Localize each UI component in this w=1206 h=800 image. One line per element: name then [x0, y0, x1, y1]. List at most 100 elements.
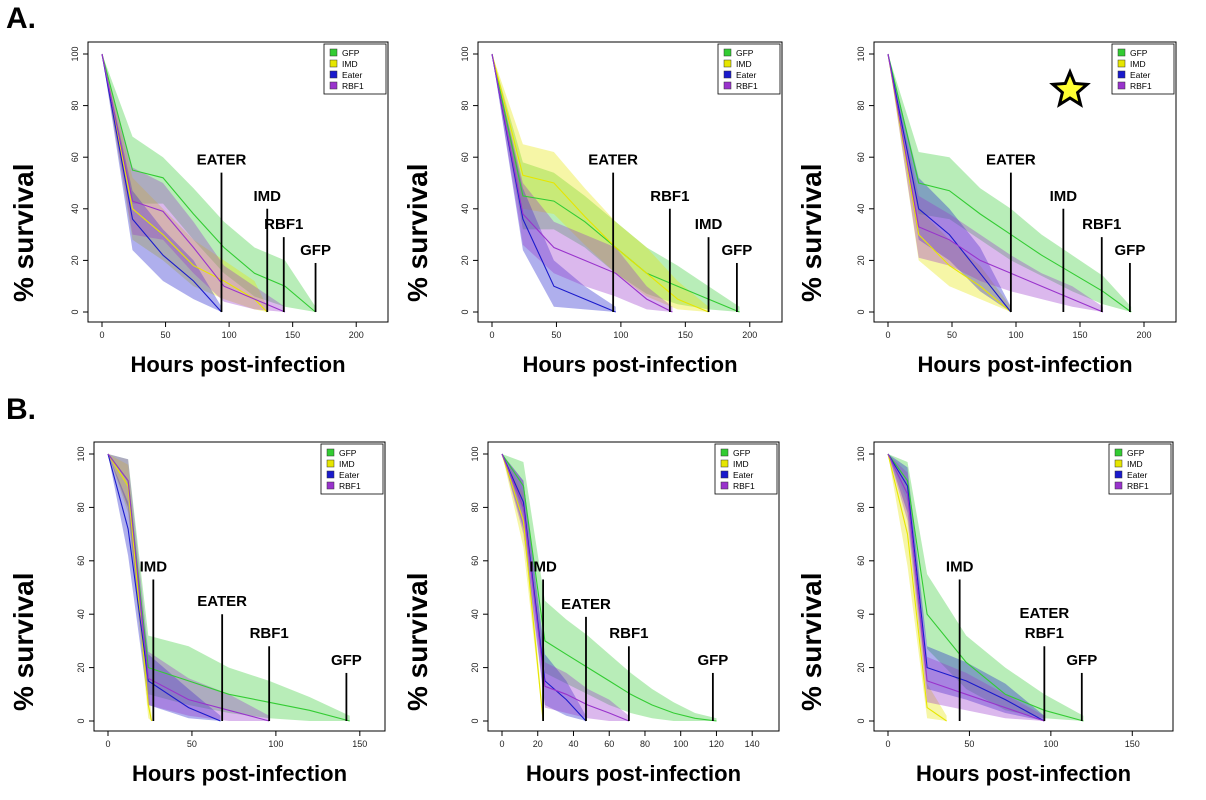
annotation-label: GFP [697, 652, 728, 669]
section-label-a: A. [6, 2, 36, 35]
x-tick-label: 100 [673, 739, 688, 749]
y-tick-label: 60 [856, 556, 866, 566]
y-axis-label: % survival [8, 163, 39, 302]
annotation-label: RBF1 [1082, 216, 1121, 233]
y-tick-label: 100 [70, 46, 80, 61]
legend-label-gfp: GFP [733, 448, 751, 458]
survival-chart-5: 0 20 40 60 80 100 0 20 40 60 80 100 120 140 GFP IMD Eate… [402, 408, 794, 798]
series-line-imd [887, 453, 947, 722]
legend-swatch-rbf1 [1114, 481, 1123, 490]
ci-band-rbf1 [108, 454, 270, 721]
legend-label-gfp: GFP [1127, 448, 1145, 458]
x-tick-label: 150 [285, 330, 300, 340]
survival-chart-4: 0 20 40 60 80 100 0 50 100 150 GFP IMD Eater RBF1 IMD E… [8, 408, 400, 798]
ci-band-imd [502, 454, 544, 721]
legend-swatch-imd [723, 59, 732, 68]
survival-chart-2: 0 20 40 60 80 100 0 50 100 150 200 GFP IMD Eater RBF1 E… [402, 12, 794, 402]
x-tick-label: 80 [640, 739, 650, 749]
y-tick-label: 60 [76, 556, 86, 566]
legend-label-gfp: GFP [342, 48, 360, 58]
legend-label-imd: IMD [342, 59, 358, 69]
annotation-label: IMD [695, 216, 723, 233]
ci-band-eater [888, 54, 1011, 312]
series-line-gfp [101, 53, 316, 313]
series-line-imd [887, 53, 1012, 313]
legend-swatch-gfp [1114, 448, 1123, 457]
x-tick-label: 150 [1125, 739, 1140, 749]
y-tick-label: 80 [470, 502, 480, 512]
x-tick-label: 50 [187, 739, 197, 749]
legend-label-imd: IMD [1130, 59, 1146, 69]
legend-label-rbf1: RBF1 [339, 481, 361, 491]
ci-band-rbf1 [102, 54, 285, 312]
series-line-imd [501, 453, 544, 722]
y-tick-label: 60 [856, 152, 866, 162]
series-line-eater [887, 453, 1045, 722]
y-tick-label: 100 [460, 46, 470, 61]
x-tick-label: 0 [499, 739, 504, 749]
annotation-label: IMD [253, 188, 281, 205]
legend-swatch-eater [720, 470, 729, 479]
ci-band-gfp [888, 454, 1084, 721]
ci-band-rbf1 [888, 54, 1103, 312]
legend-label-imd: IMD [339, 459, 355, 469]
legend-swatch-rbf1 [720, 481, 729, 490]
legend-label-gfp: GFP [736, 48, 754, 58]
y-tick-label: 40 [70, 204, 80, 214]
series-line-eater [101, 53, 222, 313]
y-tick-label: 20 [470, 663, 480, 673]
y-tick-label: 80 [76, 502, 86, 512]
plot-frame [873, 41, 1177, 323]
series-line-gfp [501, 453, 717, 722]
x-tick-label: 0 [489, 330, 494, 340]
legend-swatch-eater [1114, 470, 1123, 479]
annotation-label: GFP [300, 242, 331, 259]
legend-swatch-imd [1114, 459, 1123, 468]
y-tick-label: 20 [70, 255, 80, 265]
ci-band-imd [492, 54, 709, 312]
annotation-label: EATER [588, 152, 638, 169]
y-tick-label: 80 [460, 101, 470, 111]
series-line-eater [107, 453, 221, 722]
y-axis-label: % survival [796, 572, 827, 711]
annotation-label: IMD [946, 558, 974, 575]
legend-label-eater: Eater [736, 70, 756, 80]
legend-label-eater: Eater [339, 470, 359, 480]
legend-label-rbf1: RBF1 [736, 81, 758, 91]
series-line-rbf1 [501, 453, 630, 722]
legend-swatch-gfp [723, 48, 732, 57]
series-line-imd [107, 453, 153, 722]
legend-swatch-gfp [1117, 48, 1126, 57]
y-tick-label: 20 [460, 255, 470, 265]
annotation-label: RBF1 [650, 188, 689, 205]
annotation-label: EATER [1019, 605, 1069, 622]
x-tick-label: 20 [533, 739, 543, 749]
plot-frame [477, 41, 783, 323]
x-axis-label: Hours post-infection [522, 352, 738, 377]
annotation-label: RBF1 [250, 625, 289, 642]
series-line-eater [491, 53, 616, 313]
x-tick-label: 140 [745, 739, 760, 749]
ci-band-rbf1 [492, 54, 673, 312]
y-tick-label: 40 [856, 204, 866, 214]
x-tick-label: 200 [349, 330, 364, 340]
legend-swatch-eater [1117, 70, 1126, 79]
y-tick-label: 0 [470, 718, 480, 723]
legend-label-eater: Eater [342, 70, 362, 80]
legend-swatch-rbf1 [326, 481, 335, 490]
y-tick-label: 60 [460, 152, 470, 162]
y-tick-label: 80 [856, 502, 866, 512]
y-tick-label: 40 [460, 204, 470, 214]
x-axis-label: Hours post-infection [130, 352, 346, 377]
legend-label-eater: Eater [1127, 470, 1147, 480]
y-axis-label: % survival [402, 163, 433, 302]
series-line-eater [887, 53, 1012, 313]
legend-swatch-gfp [329, 48, 338, 57]
ci-band-gfp [492, 54, 740, 312]
x-tick-label: 150 [678, 330, 693, 340]
ci-band-rbf1 [502, 454, 629, 721]
x-tick-label: 0 [99, 330, 104, 340]
plot-frame [87, 41, 389, 323]
